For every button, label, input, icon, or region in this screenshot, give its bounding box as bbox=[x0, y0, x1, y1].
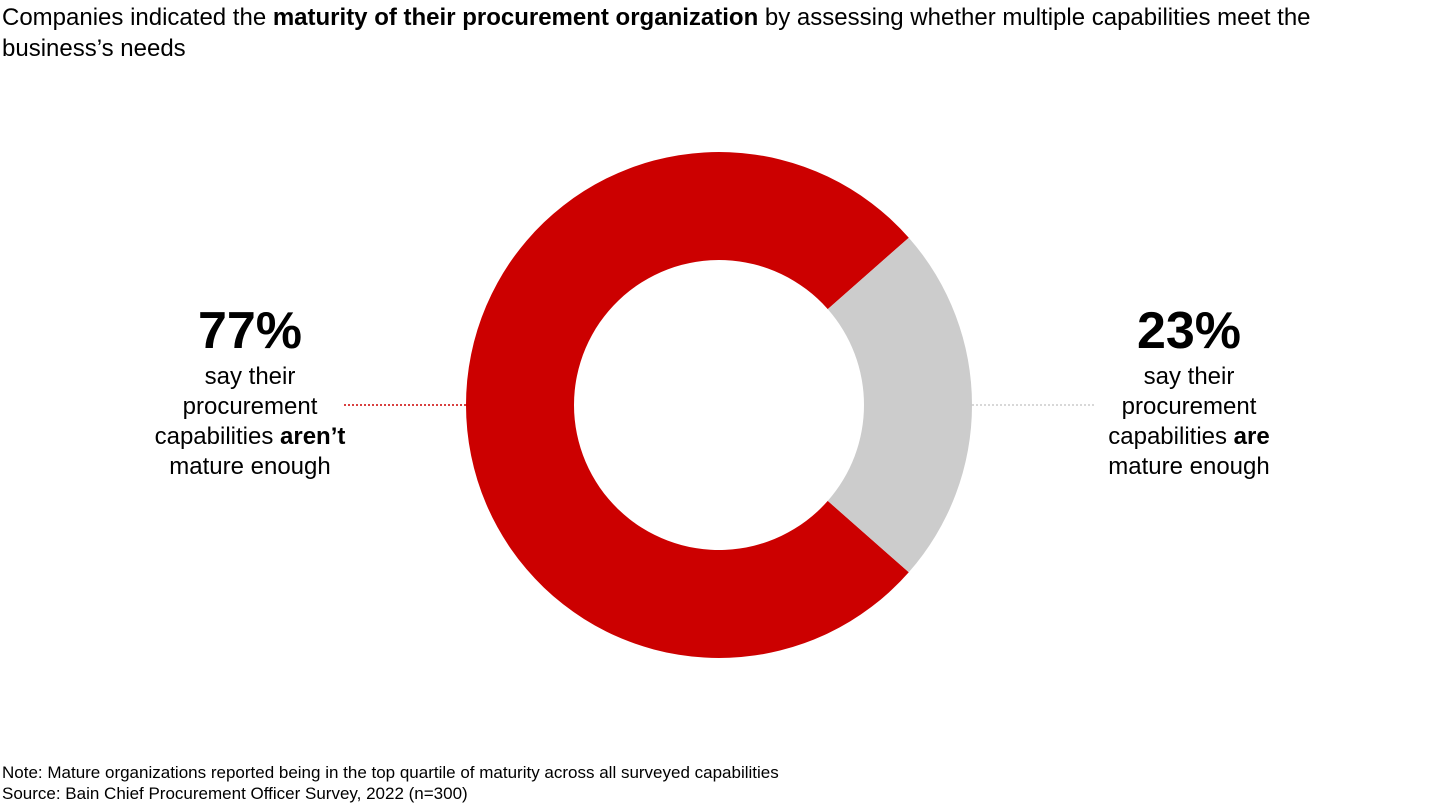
chart-footer: Note: Mature organizations reported bein… bbox=[2, 762, 779, 804]
callout-line-3-plain: capabilities bbox=[1108, 423, 1234, 450]
footnote: Note: Mature organizations reported bein… bbox=[2, 763, 779, 782]
chart-title: Companies indicated the maturity of thei… bbox=[2, 2, 1422, 64]
callout-line-3: capabilities aren’t bbox=[120, 422, 380, 452]
callout-line-1: say their bbox=[1143, 363, 1235, 390]
title-text-bold: maturity of their procurement organizati… bbox=[272, 4, 759, 31]
callout-not-mature: 77% say their procurement capabilities a… bbox=[120, 300, 380, 482]
callout-line-4: mature enough bbox=[169, 453, 331, 480]
callout-line-4: mature enough bbox=[1108, 453, 1270, 480]
value-label-not-mature: 77% bbox=[197, 302, 303, 360]
title-text-prefix: Companies indicated the bbox=[2, 4, 273, 31]
callout-line-3-bold: are bbox=[1233, 423, 1270, 450]
callout-mature: 23% say their procurement capabilities a… bbox=[1059, 300, 1319, 482]
value-label-mature: 23% bbox=[1136, 302, 1242, 360]
slice-mature bbox=[827, 237, 972, 573]
callout-line-2: procurement bbox=[182, 393, 318, 420]
callout-line-1: say their bbox=[204, 363, 296, 390]
callout-line-3-bold: aren’t bbox=[280, 423, 346, 450]
title-text-suffix: by assessing whether multiple capabiliti… bbox=[2, 4, 1311, 62]
source-note: Source: Bain Chief Procurement Officer S… bbox=[2, 784, 468, 803]
slice-not-mature bbox=[465, 151, 909, 658]
callout-line-3-plain: capabilities bbox=[154, 423, 281, 450]
callout-line-2: procurement bbox=[1121, 393, 1257, 420]
callout-line-3: capabilities are bbox=[1059, 422, 1319, 452]
